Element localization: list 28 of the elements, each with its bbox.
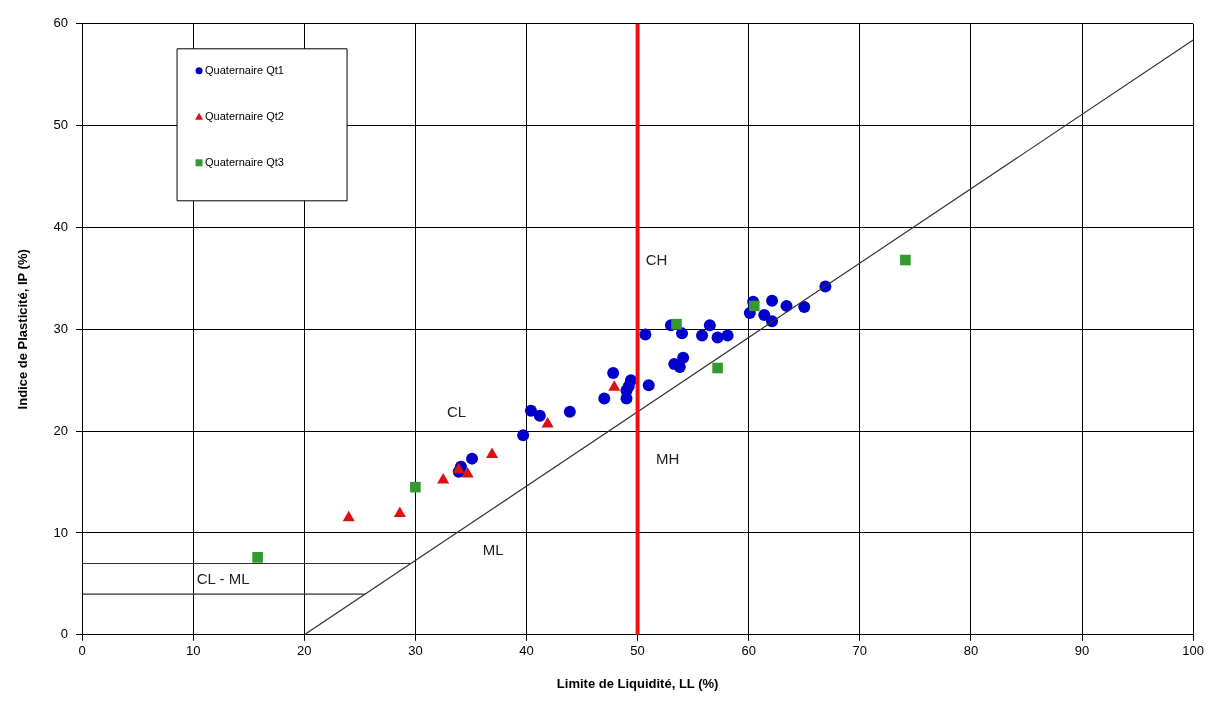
x-tick-label: 40 [519, 643, 534, 659]
y-tick-label: 20 [53, 422, 69, 438]
y-tick-label: 60 [53, 15, 69, 31]
x-tick-label: 80 [963, 643, 979, 659]
annotation: CL [446, 403, 467, 421]
legend-label: Quaternaire Qt1 [205, 63, 284, 76]
annotation: MH [655, 449, 680, 467]
y-tick-label: 30 [53, 320, 69, 336]
x-tick-label: 50 [630, 643, 645, 659]
y-axis-title: Indice de Plasticité, IP (%) [15, 249, 31, 410]
y-tick-label: 10 [53, 524, 69, 540]
x-tick-label: 20 [297, 643, 312, 659]
legend-label: Quaternaire Qt2 [205, 109, 284, 122]
annotation: CH [645, 251, 668, 269]
x-tick-label: 10 [185, 643, 201, 659]
x-tick-label: 100 [1182, 643, 1205, 659]
x-tick-label: 90 [1074, 643, 1090, 659]
annotation: CL - ML [196, 569, 250, 587]
x-axis-title: Limite de Liquidité, LL (%) [556, 675, 719, 691]
y-tick-label: 40 [53, 219, 69, 235]
x-tick-label: 0 [78, 643, 86, 659]
legend-label: Quaternaire Qt3 [205, 155, 284, 168]
x-tick-label: 60 [741, 643, 756, 659]
x-tick-label: 30 [408, 643, 423, 659]
annotation: ML [482, 541, 504, 559]
y-tick-label: 50 [53, 117, 69, 133]
x-tick-label: 70 [852, 643, 868, 659]
y-tick-label: 0 [60, 626, 69, 642]
